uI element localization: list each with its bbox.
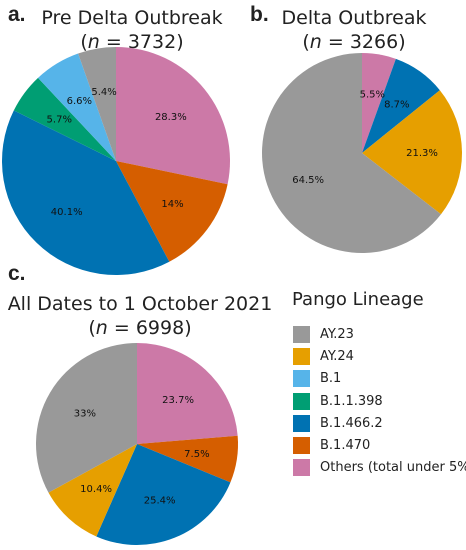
subtitle-a-n: n [87,31,100,53]
legend-swatch [293,459,310,477]
legend-swatch [293,325,310,343]
legend-label: B.1.1.398 [320,393,383,409]
slice-label: 21.3% [406,148,438,159]
legend-item: Others (total under 5%) [286,457,466,479]
panel-letter-c: c. [8,262,26,285]
legend-title: Pango Lineage [292,289,424,310]
subtitle-b-n: n [309,31,322,53]
legend-swatch [293,392,310,410]
panel-letter-b: b. [250,3,269,26]
slice-label: 5.7% [47,114,72,125]
pie-slice [48,444,137,537]
legend-item: B.1 [286,368,464,390]
pie-slice [2,110,170,275]
legend-swatch [293,370,310,388]
slice-label: 33% [74,409,96,420]
subtitle-b-open: ( [302,31,310,53]
slice-label: 64.5% [292,175,324,186]
subtitle-c-count: = 6998) [107,317,192,339]
slice-label: 7.5% [184,449,209,460]
subtitle-a-open: ( [80,31,88,53]
slice-label: 14% [161,199,183,210]
slice-label: 5.5% [360,89,385,100]
pie-slice [35,342,137,493]
legend-label: B.1.466.2 [320,415,383,431]
panel-letter-a: a. [8,3,26,26]
slice-label: 6.6% [67,96,92,107]
legend: Pango Lineage AY.23 AY.24 B.1 B.1.1.398 B.1.… [286,289,466,479]
legend-swatch [293,347,310,365]
slice-label: 40.1% [51,207,83,218]
legend-label: B.1 [320,371,342,387]
chart-title-b-text: Delta Outbreak [281,7,427,29]
subtitle-b-count: = 3266) [321,31,406,53]
legend-item: B.1.470 [286,434,464,456]
pie-slice [116,161,228,262]
pie-slice [262,53,442,253]
legend-label: AY.23 [320,326,354,342]
chart-subtitle-b: (n = 3266) [254,30,454,54]
legend-label: Others (total under 5%) [320,460,466,476]
pie-slice [96,444,231,545]
slice-label: 23.7% [162,395,194,406]
subtitle-c-open: ( [88,317,96,339]
pie-slice [137,435,238,483]
legend-item: AY.23 [286,323,464,345]
slice-label: 8.7% [384,100,409,111]
pie-slice [13,77,116,161]
subtitle-c-n: n [95,317,108,339]
legend-item: B.1.466.2 [286,412,464,434]
chart-title-c: All Dates to 1 October 2021 (n = 6998) [5,292,275,340]
pie-slice [38,53,116,162]
legend-label: B.1.470 [320,438,371,454]
legend-item: B.1.1.398 [286,390,464,412]
slice-label: 5.4% [91,87,116,98]
chart-subtitle-c: (n = 6998) [5,316,275,340]
pie-slice [137,343,238,444]
chart-title-b: Delta Outbreak (n = 3266) [254,6,454,54]
chart-title-a-text: Pre Delta Outbreak [41,7,223,29]
pie-slice [116,47,230,185]
slice-label: 28.3% [155,112,187,123]
legend-items: AY.23 AY.24 B.1 B.1.1.398 B.1.466.2 B.1.470 Ot… [286,323,466,479]
legend-swatch [293,414,310,432]
pie-slice [362,58,440,153]
pie-slice [362,53,396,153]
pie-slice [362,90,462,215]
pie-slice [78,47,116,161]
legend-label: AY.24 [320,348,354,364]
legend-item: AY.24 [286,345,464,367]
slice-label: 25.4% [144,496,176,507]
slice-label: 10.4% [80,484,112,495]
legend-swatch [293,437,310,455]
chart-title-c-text: All Dates to 1 October 2021 [7,293,273,315]
